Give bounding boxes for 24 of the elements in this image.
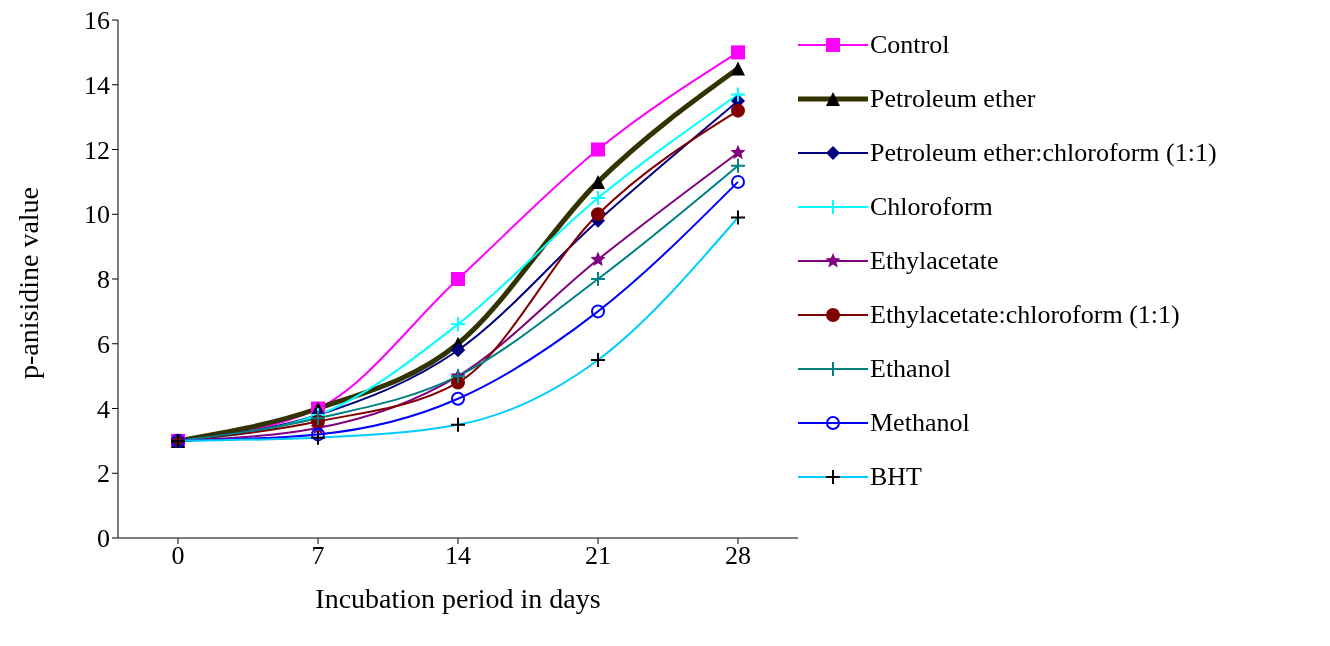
x-tick-label: 0 — [171, 541, 185, 571]
legend-label: Petroleum ether:chloroform (1:1) — [870, 138, 1217, 168]
legend-label: Ethylacetate:chloroform (1:1) — [870, 300, 1180, 330]
y-tick-label: 14 — [84, 70, 110, 100]
legend-label: Ethanol — [870, 354, 951, 384]
legend-label: Methanol — [870, 408, 970, 438]
x-tick-label: 14 — [445, 541, 471, 571]
y-tick-label: 8 — [97, 265, 110, 295]
legend-label: Petroleum ether — [870, 84, 1036, 114]
y-axis-title: p-anisidine value — [12, 186, 44, 379]
x-tick-label: 21 — [585, 541, 611, 571]
x-tick-label: 28 — [725, 541, 751, 571]
y-tick-label: 12 — [84, 135, 110, 165]
y-tick-label: 2 — [97, 459, 110, 489]
x-tick-label: 7 — [311, 541, 325, 571]
x-axis-title: Incubation period in days — [315, 583, 601, 614]
legend-label: BHT — [870, 462, 922, 492]
y-tick-label: 6 — [97, 329, 110, 359]
y-tick-label: 4 — [97, 394, 110, 424]
legend-label: Chloroform — [870, 192, 993, 222]
legend-label: Ethylacetate — [870, 246, 999, 276]
y-tick-label: 16 — [84, 6, 110, 36]
y-tick-label: 10 — [84, 200, 110, 230]
legend-label: Control — [870, 30, 950, 60]
